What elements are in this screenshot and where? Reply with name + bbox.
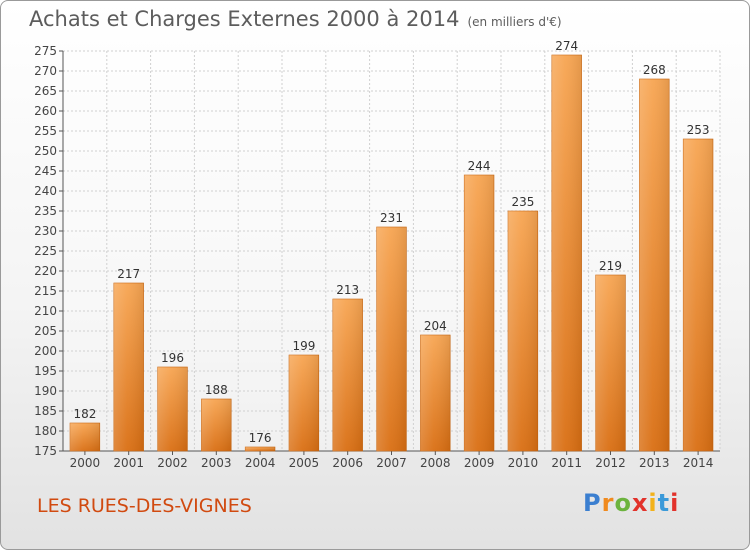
data-label: 253: [687, 123, 710, 137]
x-tick-label: 2010: [508, 456, 539, 470]
y-tick-label: 185: [34, 404, 57, 418]
data-label: 235: [511, 195, 534, 209]
data-label: 268: [643, 63, 666, 77]
bar-shine: [332, 299, 363, 451]
bar-shine: [113, 283, 144, 451]
bar-shine: [551, 55, 582, 451]
y-tick-label: 245: [34, 164, 57, 178]
logo-letter: t: [657, 489, 671, 517]
y-tick-label: 190: [34, 384, 57, 398]
data-label: 188: [205, 383, 228, 397]
bar-shine: [289, 355, 319, 451]
y-tick-label: 270: [34, 64, 57, 78]
bar-shine: [595, 275, 626, 451]
y-tick-label: 250: [34, 144, 57, 158]
y-tick-label: 235: [34, 204, 57, 218]
x-tick-label: 2001: [113, 456, 144, 470]
y-tick-label: 240: [34, 184, 57, 198]
data-label: 213: [336, 283, 359, 297]
labels: 175 180 185 190 195 200 205 210 215 220 225 230 235 2…: [34, 39, 713, 470]
bar-shine: [639, 79, 670, 451]
bar-shine: [376, 227, 407, 451]
y-tick-label: 200: [34, 344, 57, 358]
x-tick-label: 2006: [332, 456, 363, 470]
unit-note: (en milliers d'€): [467, 15, 562, 29]
proxiti-logo: Proxiti: [583, 489, 679, 517]
y-tick-label: 180: [34, 424, 57, 438]
bar-shine: [70, 423, 100, 451]
y-tick-label: 205: [34, 324, 57, 338]
bars: [69, 54, 714, 452]
y-tick-label: 255: [34, 124, 57, 138]
bar-shine: [464, 175, 494, 451]
y-tick-label: 175: [34, 444, 57, 458]
x-tick-label: 2007: [376, 456, 407, 470]
data-label: 176: [249, 431, 272, 445]
x-tick-label: 2000: [70, 456, 101, 470]
data-label: 204: [424, 319, 447, 333]
data-label: 217: [117, 267, 140, 281]
y-tick-label: 210: [34, 304, 57, 318]
x-tick-label: 2004: [245, 456, 276, 470]
data-label: 219: [599, 259, 622, 273]
logo-letter: i: [648, 489, 658, 517]
data-label: 231: [380, 211, 403, 225]
chart-title: Achats et Charges Externes 2000 à 2014 (e…: [29, 7, 562, 31]
data-label: 244: [468, 159, 491, 173]
bar-shine: [683, 139, 713, 451]
x-tick-label: 2003: [201, 456, 232, 470]
logo-letter: x: [631, 489, 649, 517]
y-tick-label: 225: [34, 244, 57, 258]
commune-name: LES RUES-DES-VIGNES: [37, 495, 252, 517]
data-label: 196: [161, 351, 184, 365]
title-text: Achats et Charges Externes 2000 à 2014: [29, 7, 460, 31]
x-tick-label: 2008: [420, 456, 451, 470]
bar-shine: [201, 399, 232, 451]
logo-letter: r: [601, 489, 615, 517]
y-tick-label: 260: [34, 104, 57, 118]
bar-shine: [245, 447, 275, 451]
y-tick-label: 265: [34, 84, 57, 98]
logo-letter: i: [670, 489, 680, 517]
bar-shine: [420, 335, 451, 451]
data-label: 199: [292, 339, 315, 353]
x-tick-label: 2013: [639, 456, 670, 470]
y-tick-label: 220: [34, 264, 57, 278]
y-tick-label: 215: [34, 284, 57, 298]
x-tick-label: 2011: [551, 456, 582, 470]
x-tick-label: 2014: [683, 456, 714, 470]
logo-letter: P: [583, 489, 602, 517]
x-tick-label: 2009: [464, 456, 495, 470]
y-tick-label: 275: [34, 44, 57, 58]
x-tick-label: 2012: [595, 456, 626, 470]
data-label: 182: [73, 407, 96, 421]
y-tick-label: 230: [34, 224, 57, 238]
x-tick-label: 2005: [289, 456, 320, 470]
data-label: 274: [555, 39, 578, 53]
bar-shine: [508, 211, 538, 451]
logo-letter: o: [614, 489, 632, 517]
y-tick-label: 195: [34, 364, 57, 378]
bar-shine: [157, 367, 188, 451]
x-tick-label: 2002: [157, 456, 188, 470]
